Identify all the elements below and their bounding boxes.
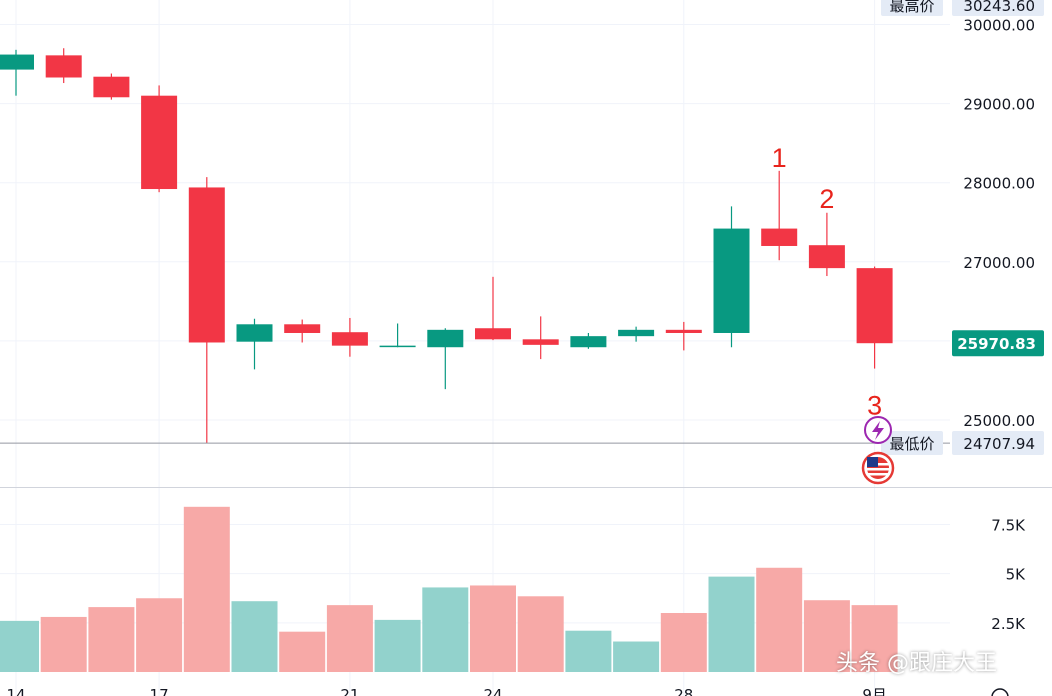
us-flag-event-icon[interactable] xyxy=(861,451,895,485)
low-price-value: 24707.94 xyxy=(963,435,1035,453)
annotations: 1 2 3 xyxy=(772,143,882,421)
current-price-tag: 25970.83 xyxy=(957,335,1036,353)
volume-bar xyxy=(803,600,850,672)
candle xyxy=(141,85,178,193)
volume-bar xyxy=(613,641,660,672)
settings-gear-icon[interactable] xyxy=(991,688,1009,696)
candle xyxy=(379,323,416,348)
volume-tick-label: 7.5K xyxy=(991,517,1026,535)
volume-bar xyxy=(660,613,707,672)
candle xyxy=(618,326,655,342)
candle-body xyxy=(331,332,368,346)
candle-body xyxy=(188,187,225,343)
candle xyxy=(284,319,321,343)
volume-bar xyxy=(374,619,421,672)
volume-bar xyxy=(88,607,135,672)
candle xyxy=(713,206,750,348)
candle xyxy=(236,318,273,370)
volume-bar xyxy=(565,630,612,672)
time-tick-label: 24 xyxy=(483,686,502,696)
price-tick-label: 29000.00 xyxy=(963,96,1035,114)
candles xyxy=(0,48,893,444)
candle xyxy=(0,49,34,96)
candle-body xyxy=(0,54,34,70)
volume-tick-label: 5K xyxy=(1006,566,1027,584)
candle-body xyxy=(141,95,178,190)
volume-bar xyxy=(422,587,469,672)
volume-bar xyxy=(517,596,564,672)
candle-body xyxy=(284,324,321,333)
candle-body xyxy=(427,329,464,348)
volume-bars xyxy=(0,506,898,672)
time-tick-label: 17 xyxy=(150,686,169,696)
candle-body xyxy=(713,228,750,333)
lightning-event-icon[interactable] xyxy=(864,416,892,444)
candle-body xyxy=(665,329,702,333)
price-tick-label: 28000.00 xyxy=(963,175,1035,193)
candle xyxy=(93,73,130,100)
price-axis[interactable]: 25000.00 27000.00 28000.00 29000.00 30000.00 xyxy=(963,17,1035,431)
candle xyxy=(188,177,225,444)
time-tick-label: 14 xyxy=(6,686,25,696)
volume-bar xyxy=(0,620,39,672)
price-tick-label: 25000.00 xyxy=(963,412,1035,430)
candle-body xyxy=(45,55,82,78)
annotation-number: 3 xyxy=(867,390,882,420)
candle-body xyxy=(475,328,511,340)
candle-body xyxy=(522,339,559,345)
candle xyxy=(808,212,845,277)
volume-tick-label: 2.5K xyxy=(991,615,1026,633)
volume-bar xyxy=(40,616,87,672)
annotation-number: 1 xyxy=(772,143,787,173)
volume-bar xyxy=(756,567,803,672)
volume-bar xyxy=(851,605,898,672)
time-tick-label: 28 xyxy=(674,686,693,696)
high-price-value: 30243.60 xyxy=(963,0,1035,15)
time-tick-label: 21 xyxy=(340,686,359,696)
candle xyxy=(665,321,702,351)
price-tick-label: 30000.00 xyxy=(963,17,1035,35)
candle xyxy=(761,170,798,261)
candle xyxy=(45,48,82,84)
volume-bar xyxy=(231,601,278,672)
high-price-label: 最高价 xyxy=(889,0,934,15)
time-tick-label: 9月 xyxy=(862,686,887,696)
candle xyxy=(522,316,559,360)
candle xyxy=(331,317,368,357)
annotation-number: 2 xyxy=(819,184,834,214)
watermark: 头条 @跟庄大王 xyxy=(836,651,997,676)
volume-bar xyxy=(136,598,183,672)
low-price-value-bg xyxy=(952,431,1044,455)
candle xyxy=(570,332,607,349)
volume-bar xyxy=(326,605,373,672)
candle-body xyxy=(761,228,798,246)
candle xyxy=(475,276,511,341)
candle-body xyxy=(379,345,416,348)
candle-body xyxy=(570,336,607,348)
candle xyxy=(856,266,893,369)
time-axis[interactable]: 14 17 21 24 28 9月 xyxy=(6,686,886,696)
high-price-label-bg xyxy=(881,0,943,16)
current-price-tag-bg xyxy=(952,330,1044,357)
volume-bar xyxy=(279,631,326,672)
price-tick-label: 27000.00 xyxy=(963,254,1035,272)
candle-body xyxy=(808,245,845,269)
candle-body xyxy=(618,329,655,337)
volume-bar xyxy=(183,506,230,672)
candle-body xyxy=(93,76,130,98)
candle xyxy=(427,328,464,390)
high-price-value-bg xyxy=(952,0,1044,16)
low-price-label: 最低价 xyxy=(889,435,934,453)
low-price-label-bg xyxy=(881,431,943,455)
candle-body xyxy=(236,324,273,342)
volume-bar xyxy=(708,576,755,672)
candle-body xyxy=(856,268,893,344)
volume-axis[interactable]: 2.5K 5K 7.5K xyxy=(991,517,1026,633)
volume-bar xyxy=(470,585,516,672)
